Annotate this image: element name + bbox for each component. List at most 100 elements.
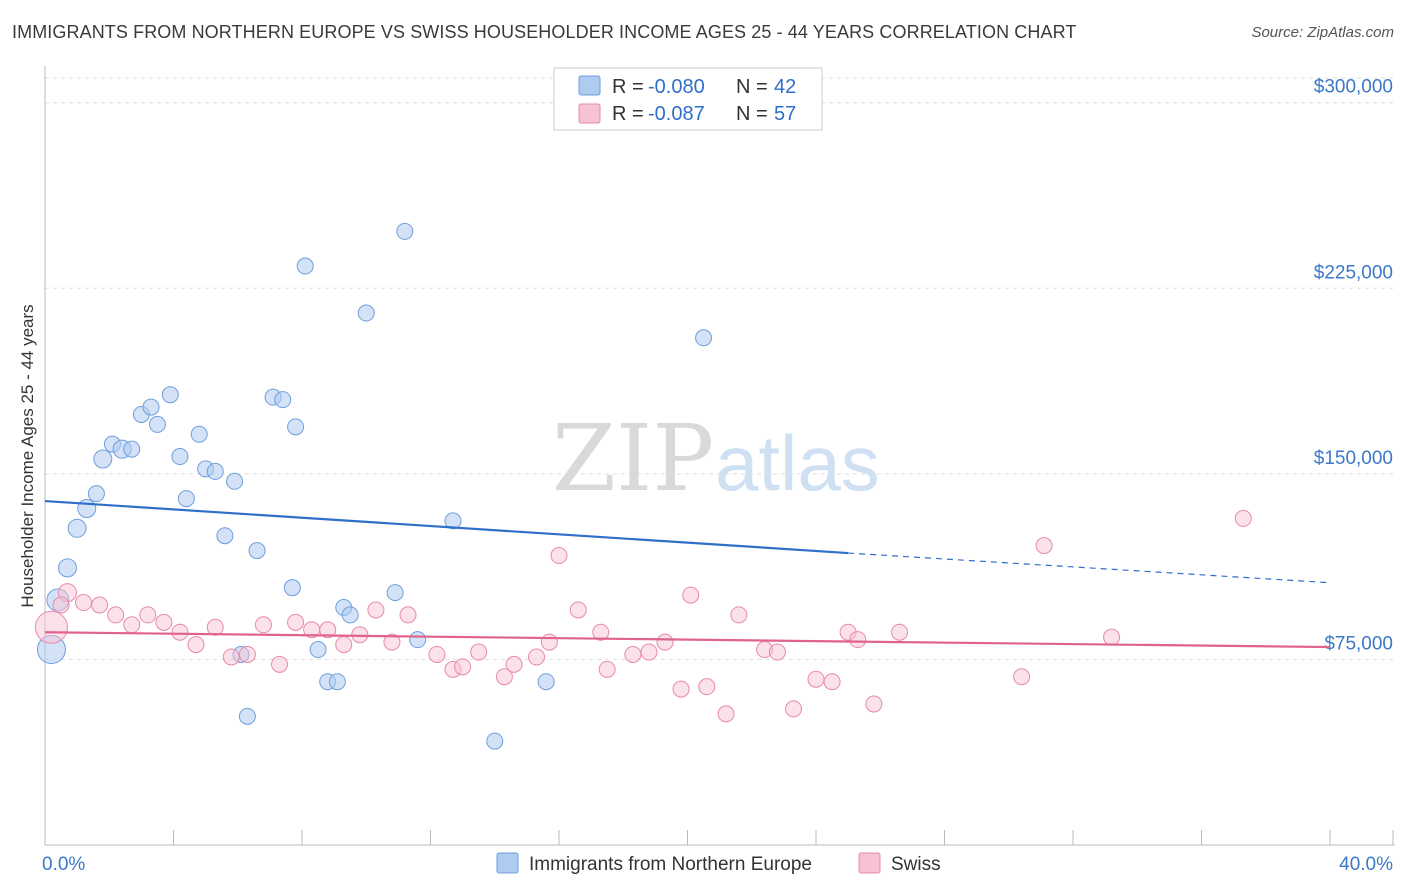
data-point-immigrants	[238, 707, 256, 725]
data-point-swiss	[1035, 537, 1053, 555]
legend-bottom: Immigrants from Northern Europe Swiss	[496, 852, 941, 875]
data-point-swiss	[672, 680, 690, 698]
data-point-immigrants	[386, 584, 404, 602]
legend-top-swatch-blue	[578, 75, 601, 96]
data-point-immigrants	[93, 449, 113, 469]
x-tick-labels: 0.0% 40.0%	[42, 854, 1393, 875]
data-point-swiss	[717, 705, 735, 723]
x-tick-label: 40.0%	[1339, 854, 1393, 875]
data-point-immigrants	[171, 448, 189, 466]
axes	[44, 66, 1395, 846]
data-point-immigrants	[87, 485, 105, 503]
y-tick-label: $225,000	[1314, 262, 1393, 283]
data-point-swiss	[155, 613, 173, 631]
data-point-swiss	[624, 645, 642, 663]
trendline-immigrants	[44, 499, 849, 555]
data-point-swiss	[1103, 628, 1121, 646]
data-point-swiss	[528, 648, 546, 666]
legend-top-r-value-blue: -0.080	[648, 76, 705, 98]
data-point-swiss	[823, 673, 841, 691]
y-tick-label: $75,000	[1324, 633, 1393, 654]
data-point-swiss	[383, 633, 401, 651]
data-point-swiss	[640, 643, 658, 661]
data-point-immigrants	[309, 641, 327, 659]
watermark-zip: ZIP	[552, 405, 714, 512]
data-point-swiss	[287, 613, 305, 631]
legend-bottom-label-immigrants: Immigrants from Northern Europe	[529, 854, 812, 875]
y-tick-labels: $75,000 $150,000 $225,000 $300,000	[1314, 77, 1393, 655]
data-point-swiss	[730, 606, 748, 624]
data-point-swiss	[682, 586, 700, 604]
legend-top-r-label-pink: R =	[612, 103, 644, 125]
y-tick-label: $150,000	[1314, 448, 1393, 469]
data-point-immigrants	[77, 499, 97, 519]
data-point-immigrants	[216, 527, 234, 545]
data-point-immigrants	[296, 257, 314, 275]
data-point-swiss	[540, 633, 558, 651]
legend-top-n-value-pink: 57	[774, 103, 796, 125]
data-point-swiss	[52, 596, 70, 614]
data-point-swiss	[171, 623, 189, 641]
data-point-swiss	[139, 606, 157, 624]
data-point-immigrants	[161, 386, 179, 404]
data-point-swiss	[785, 700, 803, 718]
legend-top-swatch-pink	[578, 103, 601, 124]
data-point-immigrants	[67, 518, 87, 538]
data-point-swiss	[75, 594, 93, 612]
data-point-immigrants	[396, 222, 414, 240]
series-immigrants-points	[36, 222, 713, 750]
watermark-atlas: atlas	[715, 419, 880, 507]
data-point-swiss	[550, 547, 568, 565]
data-point-immigrants	[190, 425, 208, 443]
gridlines	[45, 77, 1395, 660]
data-point-swiss	[807, 670, 825, 688]
data-point-swiss	[849, 631, 867, 649]
data-point-immigrants	[248, 542, 266, 560]
data-point-swiss	[1234, 509, 1252, 527]
data-point-swiss	[656, 633, 674, 651]
data-point-swiss	[335, 636, 353, 654]
data-point-swiss	[91, 596, 109, 614]
legend-top-n-value-blue: 42	[774, 76, 796, 98]
data-point-swiss	[428, 645, 446, 663]
data-point-swiss	[698, 678, 716, 696]
data-point-immigrants	[537, 673, 555, 691]
data-point-immigrants	[444, 512, 462, 530]
chart-title: IMMIGRANTS FROM NORTHERN EUROPE VS SWISS…	[12, 22, 1077, 42]
y-axis-label: Householder Income Ages 25 - 44 years	[18, 304, 37, 607]
data-point-immigrants	[148, 415, 166, 433]
data-point-swiss	[254, 616, 272, 634]
data-point-immigrants	[177, 490, 195, 508]
data-point-immigrants	[341, 606, 359, 624]
data-point-swiss	[495, 668, 513, 686]
data-point-swiss	[865, 695, 883, 713]
data-point-swiss	[271, 655, 289, 673]
data-point-swiss	[399, 606, 417, 624]
legend-top-n-label-blue: N =	[736, 76, 768, 98]
legend-top-n-label-pink: N =	[736, 103, 768, 125]
data-point-swiss	[891, 623, 909, 641]
legend-bottom-swatch-pink	[858, 852, 881, 874]
legend-bottom-swatch-blue	[496, 852, 519, 874]
data-point-swiss	[238, 645, 256, 663]
data-point-swiss	[206, 618, 224, 636]
data-point-swiss	[592, 623, 610, 641]
data-point-immigrants	[206, 462, 224, 480]
data-point-swiss	[569, 601, 587, 619]
data-point-immigrants	[695, 329, 713, 347]
trendline-swiss	[44, 631, 1331, 649]
y-tick-label: $300,000	[1314, 77, 1393, 98]
data-point-swiss	[505, 655, 523, 673]
legend-top: R = -0.080 N = 42 R = -0.087 N = 57	[553, 67, 823, 131]
data-point-swiss	[470, 643, 488, 661]
data-point-immigrants	[123, 440, 141, 458]
data-point-swiss	[1013, 668, 1031, 686]
data-point-immigrants	[409, 631, 427, 649]
trendlines	[44, 499, 1331, 649]
legend-top-r-label-blue: R =	[612, 76, 644, 98]
data-point-swiss	[222, 648, 240, 666]
trendline-immigrants-extension	[848, 552, 1331, 584]
data-point-immigrants	[226, 472, 244, 490]
legend-bottom-label-swiss: Swiss	[891, 854, 941, 875]
